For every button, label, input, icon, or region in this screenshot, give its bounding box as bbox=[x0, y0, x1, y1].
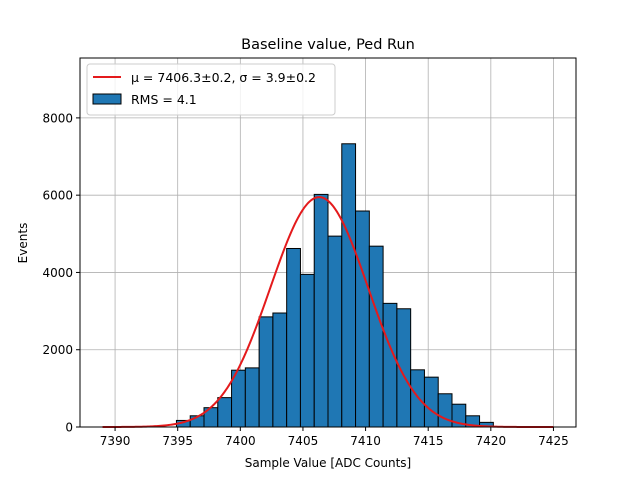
histogram-bar bbox=[217, 397, 233, 428]
y-axis-label: Events bbox=[16, 223, 30, 264]
y-tick-label: 0 bbox=[65, 421, 73, 435]
plot-frame bbox=[79, 57, 577, 428]
x-tick-label: 7415 bbox=[413, 434, 444, 448]
y-tick-label: 6000 bbox=[42, 189, 73, 203]
histogram-bar bbox=[313, 193, 329, 428]
y-tick-label: 2000 bbox=[42, 343, 73, 357]
gaussian-fit-curve bbox=[102, 196, 554, 428]
histogram-bar bbox=[355, 210, 370, 428]
histogram-bar bbox=[244, 367, 260, 428]
x-tick-label: 7395 bbox=[162, 434, 193, 448]
legend-fit-label: μ = 7406.3±0.2, σ = 3.9±0.2 bbox=[131, 70, 316, 85]
histogram-bar bbox=[437, 393, 453, 428]
legend: μ = 7406.3±0.2, σ = 3.9±0.2 RMS = 4.1 bbox=[86, 63, 336, 116]
legend-box bbox=[86, 63, 336, 116]
histogram-bar bbox=[272, 312, 288, 428]
x-tick-label: 7400 bbox=[225, 434, 256, 448]
legend-histogram-label: RMS = 4.1 bbox=[131, 92, 197, 107]
x-tick-label: 7410 bbox=[350, 434, 381, 448]
histogram-bar bbox=[327, 235, 343, 428]
x-axis-label: Sample Value [ADC Counts] bbox=[245, 456, 411, 470]
histogram-bar bbox=[299, 273, 315, 428]
x-tick-label: 7420 bbox=[476, 434, 507, 448]
histogram-bar bbox=[368, 245, 384, 428]
x-axis-ticks: 7390 7395 7400 7405 7410 7415 7420 7425 bbox=[100, 427, 569, 448]
x-tick-label: 7405 bbox=[288, 434, 319, 448]
histogram-bar bbox=[382, 302, 398, 428]
histogram-bar bbox=[286, 247, 301, 428]
chart-title: Baseline value, Ped Run bbox=[241, 37, 415, 53]
histogram-bar bbox=[341, 143, 357, 428]
y-axis-ticks: 0 2000 4000 6000 8000 bbox=[42, 111, 80, 435]
histogram-bar bbox=[423, 376, 439, 428]
x-tick-label: 7390 bbox=[100, 434, 131, 448]
y-tick-label: 8000 bbox=[42, 111, 73, 125]
x-tick-label: 7425 bbox=[538, 434, 569, 448]
histogram-bar bbox=[258, 316, 274, 428]
histogram-bar bbox=[410, 369, 425, 428]
histogram-bars bbox=[175, 143, 494, 428]
legend-histogram-swatch bbox=[92, 93, 122, 105]
y-tick-label: 4000 bbox=[42, 266, 73, 280]
